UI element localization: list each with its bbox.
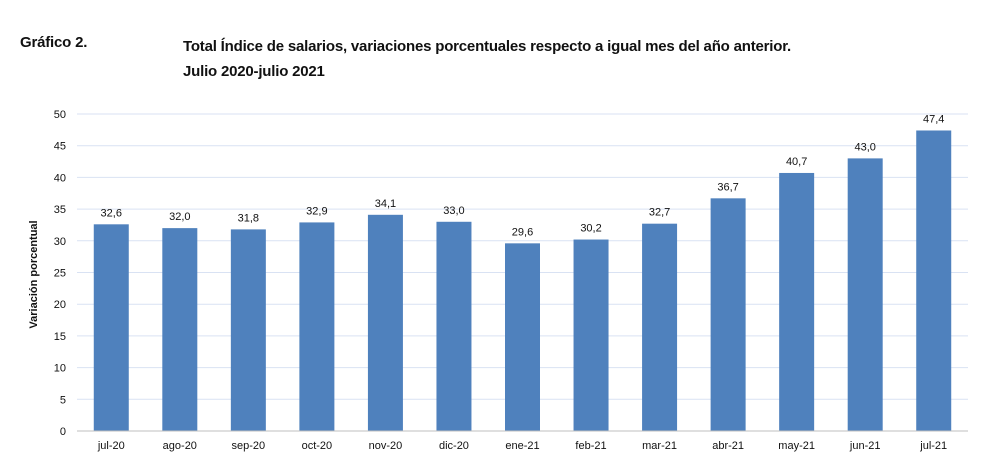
y-tick-label: 25	[54, 268, 66, 280]
y-axis-ticks: 0 5 10 15 20 25 30 35 40 45 50	[54, 109, 66, 438]
bar	[573, 239, 609, 431]
x-tick-label: nov-20	[369, 440, 403, 452]
bar	[642, 223, 678, 431]
x-tick-label: dic-20	[439, 440, 469, 452]
bar	[299, 222, 335, 431]
bar	[710, 198, 746, 431]
figure-label: Gráfico 2.	[20, 34, 88, 51]
y-tick-label: 30	[54, 236, 66, 248]
y-tick-label: 0	[60, 426, 66, 438]
y-tick-label: 35	[54, 204, 66, 216]
bar	[916, 130, 952, 431]
y-tick-label: 15	[54, 331, 66, 343]
data-label: 43,0	[854, 141, 875, 153]
y-axis-label: Variación porcentual	[28, 220, 40, 328]
x-tick-label: mar-21	[642, 440, 677, 452]
data-label: 30,2	[580, 223, 601, 235]
y-tick-label: 45	[54, 141, 66, 153]
y-tick-label: 50	[54, 109, 66, 121]
data-label: 47,4	[923, 113, 944, 125]
x-tick-label: ago-20	[163, 440, 197, 452]
data-label: 29,6	[512, 226, 533, 238]
figure-title-line-1: Total Índice de salarios, variaciones po…	[183, 38, 791, 55]
data-label: 34,1	[375, 198, 396, 210]
x-tick-label: jun-21	[849, 440, 881, 452]
x-tick-label: abr-21	[712, 440, 744, 452]
x-tick-label: feb-21	[575, 440, 606, 452]
bars	[93, 130, 952, 431]
x-tick-label: sep-20	[232, 440, 266, 452]
figure-title-line-2: Julio 2020-julio 2021	[183, 63, 325, 80]
x-tick-label: jul-20	[97, 440, 125, 452]
data-label: 32,0	[169, 211, 190, 223]
x-tick-label: may-21	[778, 440, 815, 452]
data-labels: 32,6 32,0 31,8 32,9 34,1 33,0 29,6 30,2 32,7 36,7…	[101, 113, 945, 238]
bar	[505, 243, 540, 431]
y-tick-label: 5	[60, 394, 66, 406]
bar	[230, 229, 266, 431]
data-label: 32,7	[649, 207, 670, 219]
y-tick-label: 10	[54, 363, 66, 375]
bar	[847, 158, 883, 431]
bar	[367, 214, 403, 431]
y-tick-label: 40	[54, 172, 66, 184]
data-label: 32,6	[101, 207, 122, 219]
x-tick-label: jul-21	[919, 440, 947, 452]
data-label: 36,7	[717, 181, 738, 193]
x-tick-label: oct-20	[302, 440, 333, 452]
x-axis-ticks: jul-20 ago-20 sep-20 oct-20 nov-20 dic-20 ene-…	[97, 440, 947, 452]
bar	[779, 172, 815, 431]
bar	[436, 221, 472, 431]
figure-title: Total Índice de salarios, variaciones po…	[183, 34, 791, 84]
data-label: 31,8	[238, 212, 259, 224]
bar	[162, 228, 198, 431]
bar	[93, 224, 129, 431]
data-label: 32,9	[306, 205, 327, 217]
data-label: 40,7	[786, 156, 807, 168]
y-tick-label: 20	[54, 299, 66, 311]
data-label: 33,0	[443, 205, 464, 217]
x-tick-label: ene-21	[505, 440, 539, 452]
